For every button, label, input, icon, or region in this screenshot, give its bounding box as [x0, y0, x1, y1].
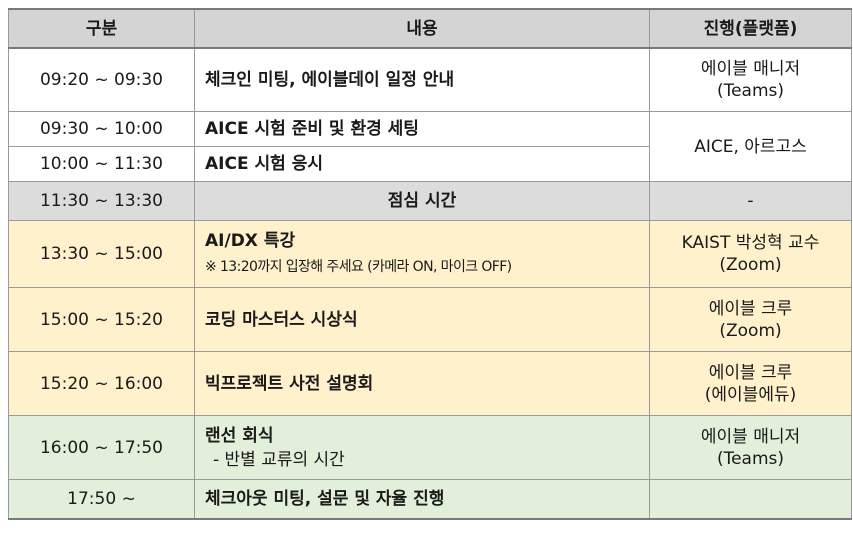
content-cell: 점심 시간 — [194, 181, 650, 221]
header-progress-platform: 진행(플랫폼) — [649, 8, 852, 49]
content-title: 랜선 회식 — [205, 425, 274, 446]
time-cell: 09:20 ~ 09:30 — [8, 47, 195, 112]
progress-platform: (에이블에듀) — [704, 384, 797, 405]
content-cell: 빅프로젝트 사전 설명회 — [194, 351, 650, 416]
progress-cell — [649, 479, 852, 520]
content-cell: AICE 시험 응시 — [194, 146, 650, 182]
time-cell: 13:30 ~ 15:00 — [8, 220, 195, 288]
table-row: 15:20 ~ 16:00 빅프로젝트 사전 설명회 에이블 크루 (에이블에듀… — [8, 351, 852, 416]
content-note: ※ 13:20까지 입장해 주세요 (카메라 ON, 마이크 OFF) — [205, 259, 512, 275]
table-row: 11:30 ~ 13:30 점심 시간 - — [8, 181, 852, 221]
progress-cell: KAIST 박성혁 교수 (Zoom) — [649, 220, 852, 288]
progress-host: KAIST 박성혁 교수 — [681, 233, 820, 253]
time-cell: 11:30 ~ 13:30 — [8, 181, 195, 221]
progress-cell: - — [649, 181, 852, 221]
progress-host: 에이블 크루 — [708, 298, 793, 319]
schedule-table: 구분 내용 진행(플랫폼) 09:20 ~ 09:30 체크인 미팅, 에이블데… — [8, 8, 852, 520]
table-row: 09:30 ~ 10:00 AICE 시험 준비 및 환경 세팅 AICE, 아… — [8, 111, 852, 182]
content-cell: AICE 시험 준비 및 환경 세팅 — [194, 111, 650, 147]
progress-platform: (Teams) — [716, 81, 785, 101]
content-cell: 체크인 미팅, 에이블데이 일정 안내 — [194, 47, 650, 112]
header-content: 내용 — [194, 8, 650, 49]
content-sub: - 반별 교류의 시간 — [213, 449, 345, 470]
content-cell: AI/DX 특강 ※ 13:20까지 입장해 주세요 (카메라 ON, 마이크 … — [194, 220, 650, 288]
header-category: 구분 — [8, 8, 195, 49]
content-cell: 코딩 마스터스 시상식 — [194, 287, 650, 352]
time-cell: 17:50 ~ — [8, 479, 195, 520]
progress-platform: (Zoom) — [719, 255, 782, 275]
time-cell: 15:00 ~ 15:20 — [8, 287, 195, 352]
table-row: 17:50 ~ 체크아웃 미팅, 설문 및 자율 진행 — [8, 479, 852, 520]
header-row: 구분 내용 진행(플랫폼) — [8, 8, 852, 49]
table-row: 16:00 ~ 17:50 랜선 회식 - 반별 교류의 시간 에이블 매니저 … — [8, 415, 852, 480]
progress-cell: 에이블 크루 (에이블에듀) — [649, 351, 852, 416]
time-cell: 10:00 ~ 11:30 — [8, 146, 195, 182]
table-row: 15:00 ~ 15:20 코딩 마스터스 시상식 에이블 크루 (Zoom) — [8, 287, 852, 352]
time-cell: 15:20 ~ 16:00 — [8, 351, 195, 416]
content-cell: 랜선 회식 - 반별 교류의 시간 — [194, 415, 650, 480]
progress-host: 에이블 크루 — [708, 362, 793, 383]
time-cell: 09:30 ~ 10:00 — [8, 111, 195, 147]
progress-platform: (Teams) — [716, 448, 785, 469]
progress-platform: (Zoom) — [719, 320, 782, 341]
time-cell: 16:00 ~ 17:50 — [8, 415, 195, 480]
progress-cell: AICE, 아르고스 — [649, 111, 852, 182]
table-row: 09:20 ~ 09:30 체크인 미팅, 에이블데이 일정 안내 에이블 매니… — [8, 47, 852, 112]
progress-host: 에이블 매니저 — [700, 59, 801, 79]
progress-host: 에이블 매니저 — [700, 426, 801, 447]
content-cell: 체크아웃 미팅, 설문 및 자율 진행 — [194, 479, 650, 520]
table-row: 13:30 ~ 15:00 AI/DX 특강 ※ 13:20까지 입장해 주세요… — [8, 220, 852, 288]
progress-cell: 에이블 크루 (Zoom) — [649, 287, 852, 352]
progress-cell: 에이블 매니저 (Teams) — [649, 47, 852, 112]
content-title: AI/DX 특강 — [205, 231, 296, 251]
progress-cell: 에이블 매니저 (Teams) — [649, 415, 852, 480]
